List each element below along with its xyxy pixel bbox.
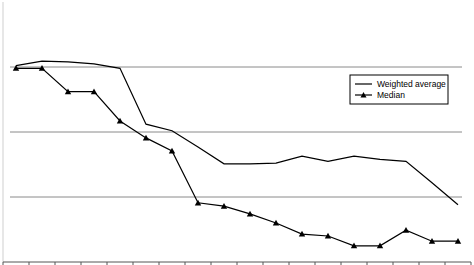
x-tick bbox=[133, 262, 134, 265]
marker bbox=[65, 89, 71, 95]
x-tick bbox=[237, 262, 238, 265]
marker bbox=[325, 233, 331, 239]
marker bbox=[39, 65, 45, 71]
x-tick bbox=[29, 262, 30, 265]
marker bbox=[13, 65, 19, 71]
series-line bbox=[16, 68, 458, 246]
legend-marker bbox=[361, 92, 367, 97]
marker bbox=[273, 220, 279, 226]
marker bbox=[195, 200, 201, 206]
x-tick bbox=[419, 262, 420, 265]
legend-label: Weighted average bbox=[377, 79, 446, 89]
x-tick bbox=[159, 262, 160, 265]
x-tick bbox=[315, 262, 316, 265]
series-line bbox=[16, 61, 458, 205]
marker bbox=[299, 231, 305, 237]
x-tick bbox=[445, 262, 446, 265]
marker bbox=[377, 243, 383, 249]
grid-line bbox=[10, 197, 462, 198]
legend-label: Median bbox=[377, 90, 405, 100]
x-tick bbox=[341, 262, 342, 265]
x-tick bbox=[393, 262, 394, 265]
marker bbox=[117, 118, 123, 124]
x-tick bbox=[367, 262, 368, 265]
x-tick bbox=[107, 262, 108, 265]
legend: Weighted averageMedian bbox=[350, 75, 448, 104]
marker bbox=[247, 211, 253, 217]
x-tick bbox=[185, 262, 186, 265]
marker bbox=[403, 227, 409, 233]
marker bbox=[91, 89, 97, 95]
legend-swatch bbox=[355, 83, 372, 84]
marker bbox=[429, 238, 435, 244]
marker bbox=[169, 148, 175, 154]
x-tick bbox=[3, 262, 4, 265]
marker bbox=[143, 135, 149, 141]
marker bbox=[221, 203, 227, 209]
x-tick bbox=[211, 262, 212, 265]
x-tick bbox=[471, 262, 472, 265]
plot-area bbox=[13, 61, 461, 248]
grid-line bbox=[10, 132, 462, 133]
legend-box bbox=[350, 75, 448, 104]
marker bbox=[455, 238, 461, 244]
y-axis bbox=[3, 2, 4, 262]
x-tick bbox=[289, 262, 290, 265]
x-tick bbox=[55, 262, 56, 265]
grid-line bbox=[10, 67, 462, 68]
x-tick bbox=[263, 262, 264, 265]
x-tick bbox=[81, 262, 82, 265]
marker bbox=[351, 243, 357, 249]
chart: Weighted averageMedian bbox=[0, 0, 474, 265]
